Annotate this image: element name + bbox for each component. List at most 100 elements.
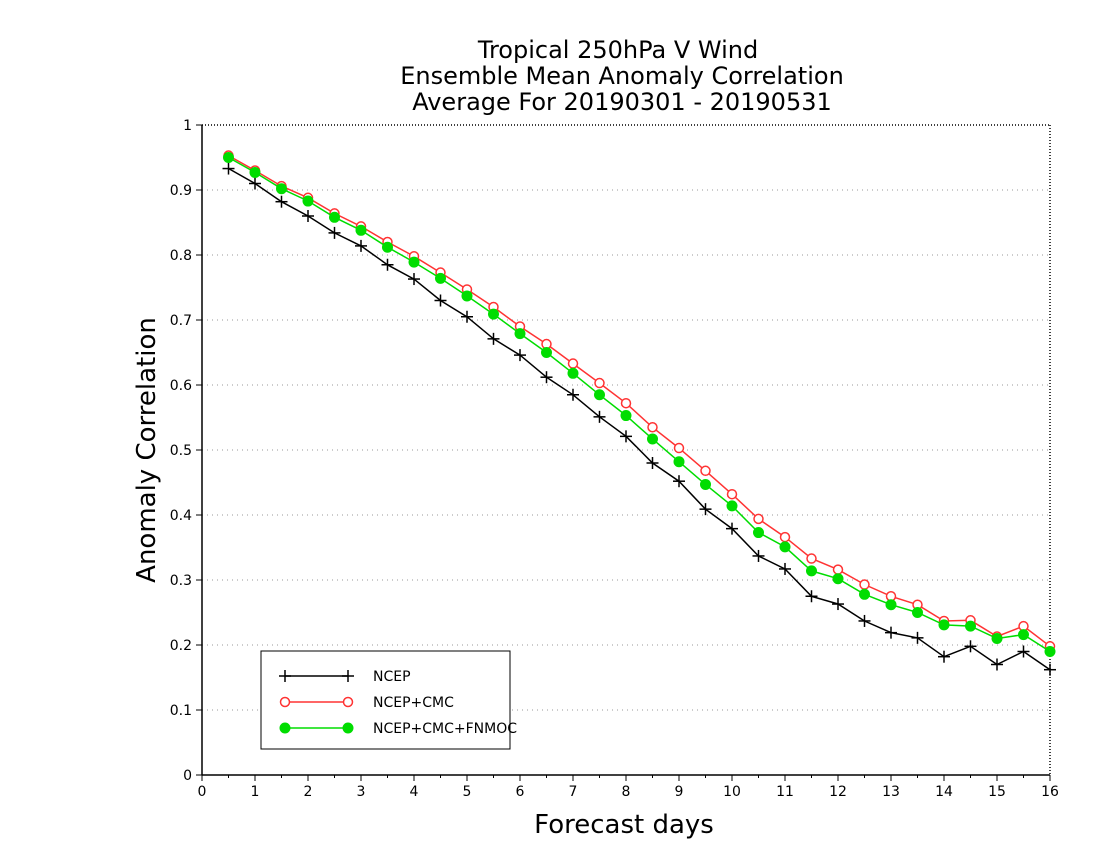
y-tick-label-0: 0 <box>183 768 192 784</box>
grid-lines <box>202 189 1050 711</box>
series-line-0 <box>228 167 1051 671</box>
series-2-point-13 <box>567 367 579 379</box>
series-0-point-9 <box>461 310 473 323</box>
series-0-point-7 <box>408 273 420 286</box>
series-1-point-13 <box>567 358 579 369</box>
series-2-point-8 <box>435 272 446 284</box>
series-0 <box>222 162 1056 676</box>
series-0-point-27 <box>938 650 950 663</box>
y-tick-label-3: 0.3 <box>170 573 192 589</box>
chart-title-line-3: Average For 20190301 - 20190531 <box>412 88 832 116</box>
series-0-point-19 <box>726 522 738 535</box>
series-0-point-28 <box>964 640 977 653</box>
series-0-point-16 <box>646 457 659 469</box>
series-1-point-22 <box>806 553 817 564</box>
y-tick-label-1: 0.1 <box>170 703 192 719</box>
y-tick-label-9: 0.9 <box>170 183 192 199</box>
series-0-point-6 <box>381 258 394 271</box>
series-1 <box>223 150 1056 652</box>
series-0-point-13 <box>567 388 579 401</box>
series-1-point-20 <box>753 513 764 525</box>
series-2-point-17 <box>673 456 685 468</box>
series-0-point-1 <box>249 177 261 190</box>
series-0-point-26 <box>911 631 924 644</box>
x-axis-label: Forecast days <box>534 810 714 840</box>
series-0-point-29 <box>991 658 1003 671</box>
legend-box <box>260 650 511 750</box>
legend-marker-start-0 <box>279 670 291 682</box>
series-0-point-22 <box>805 590 818 603</box>
series-2-point-5 <box>355 224 367 236</box>
series-0-point-24 <box>858 614 871 627</box>
legend-label-1: NCEP+CMC <box>373 695 454 711</box>
x-tick-label-6: 6 <box>516 784 525 800</box>
series-0-point-8 <box>434 294 447 307</box>
series-2-point-24 <box>859 588 870 600</box>
series-2-point-3 <box>302 195 314 207</box>
y-tick-label-4: 0.4 <box>170 508 192 524</box>
x-tick-label-1: 1 <box>251 784 260 800</box>
axes: 00.10.20.30.40.50.60.70.80.910 1 2 3 4 5 6 7 8 9 1… <box>170 118 1059 800</box>
series-0-point-2 <box>275 195 288 208</box>
series-1-point-16 <box>647 422 658 433</box>
series-0-point-30 <box>1017 645 1030 658</box>
legend-marker-end-2 <box>342 722 354 734</box>
legend-marker-start-1 <box>279 696 291 708</box>
series-2-point-26 <box>912 607 923 618</box>
series-0-point-11 <box>514 349 526 362</box>
series-2-point-29 <box>991 633 1003 644</box>
x-tick-label-11: 11 <box>776 784 794 800</box>
series-2-point-23 <box>832 573 844 585</box>
series-2-point-30 <box>1018 629 1029 641</box>
legend-marker-end-1 <box>342 696 354 708</box>
y-tick-label-7: 0.7 <box>170 313 192 329</box>
series-2-point-31 <box>1044 646 1056 657</box>
series-0-point-23 <box>832 598 844 611</box>
legend-label-2: NCEP+CMC+FNMOC <box>373 721 517 737</box>
x-tick-label-7: 7 <box>569 784 578 800</box>
series-0-point-12 <box>540 371 553 384</box>
series-2-point-27 <box>938 619 950 631</box>
x-tick-label-8: 8 <box>622 784 631 800</box>
y-tick-label-10: 1 <box>183 118 192 134</box>
series-2-point-25 <box>885 599 897 611</box>
x-tick-label-15: 15 <box>988 784 1006 800</box>
series-2-point-2 <box>276 183 287 195</box>
series-line-1 <box>228 154 1051 647</box>
x-tick-label-10: 10 <box>723 784 741 800</box>
y-tick-label-2: 0.2 <box>170 638 192 654</box>
series-2-point-6 <box>382 241 393 253</box>
legend-marker-end-0 <box>342 670 354 682</box>
chart-title-line-1: Tropical 250hPa V Wind <box>477 36 758 64</box>
series-0-point-0 <box>222 162 235 175</box>
y-tick-label-8: 0.8 <box>170 248 192 264</box>
series-2-point-0 <box>223 152 234 163</box>
series-0-point-15 <box>620 430 632 443</box>
series-2-point-15 <box>620 410 632 422</box>
series-1-point-19 <box>726 488 738 500</box>
series-2-point-18 <box>700 478 711 490</box>
x-tick-label-9: 9 <box>675 784 684 800</box>
series-0-point-20 <box>752 549 765 562</box>
y-tick-label-5: 0.5 <box>170 443 192 459</box>
chart-title: Tropical 250hPa V Wind Ensemble Mean Ano… <box>400 36 844 116</box>
series-2-point-1 <box>249 166 261 178</box>
chart-title-line-2: Ensemble Mean Anomaly Correlation <box>400 62 844 90</box>
series-0-point-18 <box>699 503 712 516</box>
series-1-point-18 <box>700 465 711 477</box>
series-0-point-14 <box>593 410 606 423</box>
legend-label-0: NCEP <box>373 669 411 685</box>
x-tick-label-4: 4 <box>410 784 419 800</box>
series-1-point-21 <box>779 531 791 543</box>
series-0-point-10 <box>487 332 500 345</box>
x-tick-label-12: 12 <box>829 784 847 800</box>
x-tick-label-2: 2 <box>304 784 313 800</box>
series-0-point-31 <box>1044 663 1056 676</box>
series-line-2 <box>228 156 1051 653</box>
series-2-point-4 <box>329 211 340 223</box>
series-2-point-20 <box>753 527 764 539</box>
series-0-point-25 <box>885 626 897 639</box>
series-0-point-21 <box>779 562 791 575</box>
legend-marker-start-2 <box>279 722 291 734</box>
